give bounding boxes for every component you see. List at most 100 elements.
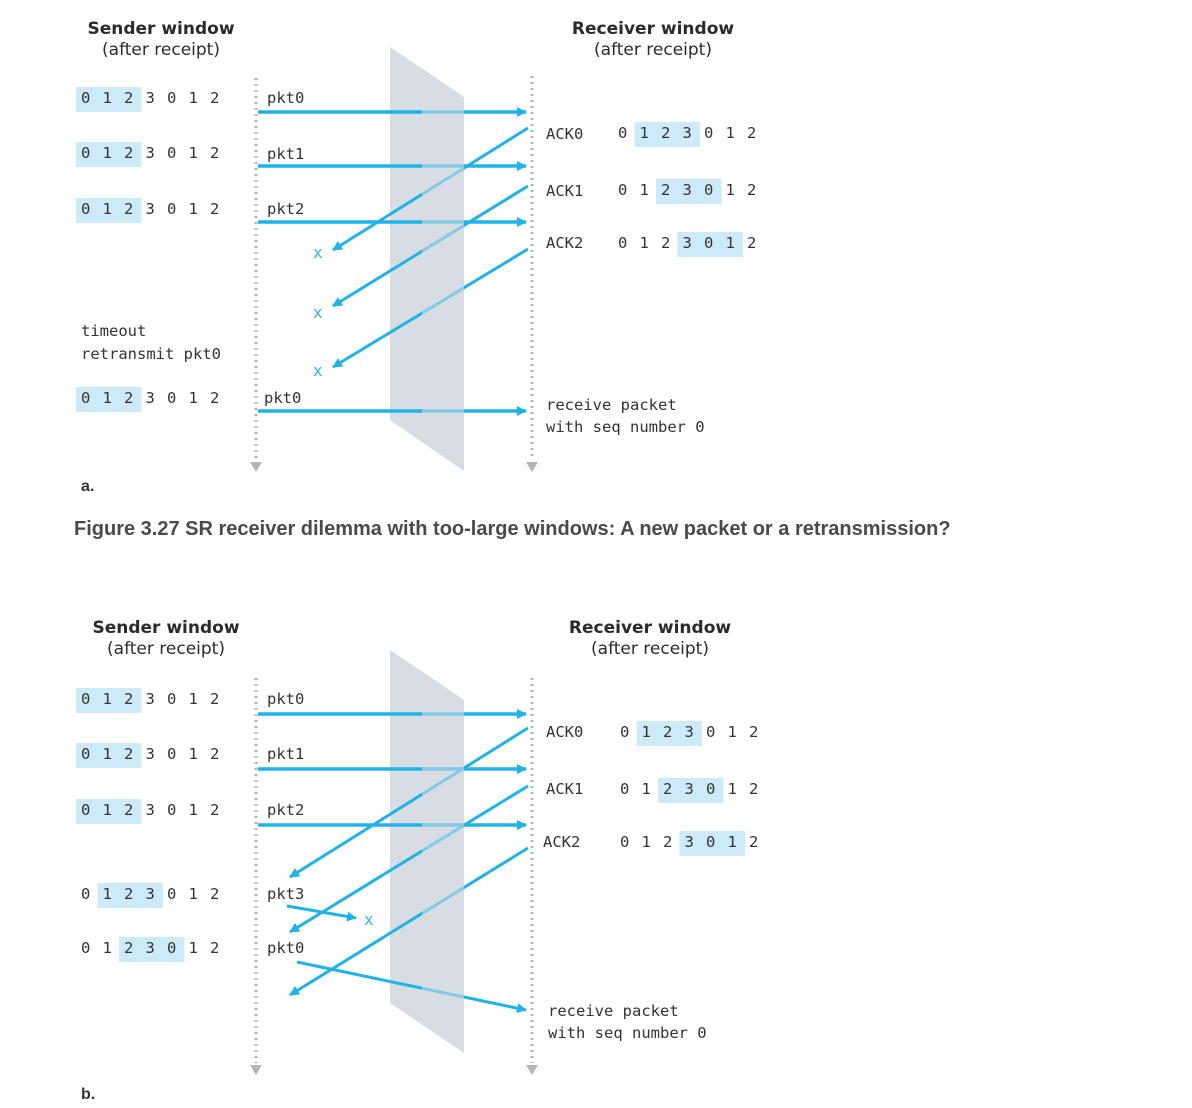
lost-mark-a-3: x: [313, 361, 323, 380]
window-highlight: [636, 721, 702, 746]
receiver-window-subtitle-a: (after receipt): [594, 40, 712, 60]
seq-number: 1: [726, 181, 735, 199]
seq-number: 1: [103, 939, 112, 957]
seq-number: 0: [167, 389, 176, 407]
seq-number: 0: [706, 780, 715, 798]
window-highlight: [76, 198, 142, 223]
channel-overlay-a: [422, 68, 464, 471]
seq-number: 1: [103, 200, 112, 218]
packet-label-a-3: pkt2: [267, 200, 304, 218]
seq-number: 3: [146, 801, 155, 819]
seq-number: 0: [620, 780, 629, 798]
seq-number: 2: [210, 690, 219, 708]
seq-number: 2: [747, 181, 756, 199]
seq-number: 3: [683, 181, 692, 199]
seq-number: 2: [210, 200, 219, 218]
seq-number: 2: [210, 885, 219, 903]
lost-mark-a-1: x: [313, 243, 323, 262]
seq-number: 0: [167, 200, 176, 218]
seq-number: 0: [620, 833, 629, 851]
seq-number: 0: [81, 745, 90, 763]
window-highlight: [634, 122, 700, 147]
panel-b: Sender window (after receipt) Receiver w…: [76, 618, 758, 1103]
seq-number: 0: [618, 124, 627, 142]
seq-number: 0: [167, 745, 176, 763]
seq-number: 2: [749, 833, 758, 851]
seq-number: 2: [663, 780, 672, 798]
ack-label-b-1: ACK0: [546, 723, 583, 741]
seq-number: 2: [661, 124, 670, 142]
seq-number: 0: [81, 389, 90, 407]
seq-number: 3: [683, 124, 692, 142]
seq-number: 2: [210, 144, 219, 162]
seq-number: 1: [189, 690, 198, 708]
ack-label-a-3: ACK2: [546, 234, 583, 252]
packet-label-b-2: pkt1: [267, 745, 304, 763]
seq-number: 1: [640, 181, 649, 199]
ack-arrow-b-2: [289, 784, 529, 934]
seq-number: 0: [618, 234, 627, 252]
ack-label-a-2: ACK1: [546, 182, 583, 200]
sender-timeline-arrow-b: [250, 1065, 262, 1075]
seq-number: 2: [210, 801, 219, 819]
seq-number: 1: [728, 833, 737, 851]
seq-number: 1: [726, 124, 735, 142]
seq-number: 0: [618, 181, 627, 199]
window-highlight: [76, 87, 142, 112]
seq-number: 0: [620, 723, 629, 741]
receiver-window-subtitle-b: (after receipt): [591, 639, 709, 659]
seq-number: 1: [642, 780, 651, 798]
panel-label-b: b.: [81, 1086, 95, 1103]
window-highlight: [76, 799, 142, 824]
panel-a: Sender window (after receipt) Receiver w…: [76, 19, 756, 495]
window-highlight: [76, 142, 142, 167]
seq-number: 0: [81, 200, 90, 218]
seq-number: 0: [81, 939, 90, 957]
panel-label-a: a.: [81, 478, 94, 495]
seq-number: 2: [747, 124, 756, 142]
seq-number: 1: [189, 885, 198, 903]
seq-number: 2: [210, 89, 219, 107]
seq-number: 1: [726, 234, 735, 252]
packet-label-b-5: pkt0: [267, 939, 304, 957]
seq-number: 3: [146, 200, 155, 218]
seq-number: 3: [685, 723, 694, 741]
seq-number: 0: [167, 801, 176, 819]
packet-arrow-b-5: [296, 960, 527, 1014]
receive-note-line1-b: receive packet: [548, 1002, 679, 1020]
packet-label-a-4: pkt0: [264, 389, 301, 407]
seq-number: 0: [706, 833, 715, 851]
receiver-timeline-arrow-a: [526, 462, 538, 472]
seq-number: 0: [704, 234, 713, 252]
seq-number: 2: [124, 939, 133, 957]
packet-label-b-1: pkt0: [267, 690, 304, 708]
seq-number: 1: [103, 144, 112, 162]
channel-overlay-b: [422, 671, 464, 1053]
seq-number: 0: [81, 144, 90, 162]
seq-number: 1: [189, 89, 198, 107]
seq-number: 2: [210, 939, 219, 957]
window-highlight: [658, 778, 724, 803]
receiver-timeline-arrow-b: [526, 1065, 538, 1075]
packet-label-b-3: pkt2: [267, 801, 304, 819]
sender-window-subtitle-a: (after receipt): [102, 40, 220, 60]
ack-arrow-b-1: [289, 726, 529, 879]
seq-number: 1: [189, 745, 198, 763]
seq-number: 1: [103, 745, 112, 763]
window-highlight: [76, 387, 142, 412]
seq-number: 0: [167, 144, 176, 162]
packet-label-a-1: pkt0: [267, 89, 304, 107]
lost-mark-a-2: x: [313, 303, 323, 322]
window-highlight: [677, 232, 743, 257]
seq-number: 2: [749, 723, 758, 741]
sender-window-title-b: Sender window: [92, 618, 239, 638]
seq-number: 2: [124, 200, 133, 218]
ack-label-b-3: ACK2: [543, 833, 580, 851]
packet-label-b-4: pkt3: [267, 885, 304, 903]
